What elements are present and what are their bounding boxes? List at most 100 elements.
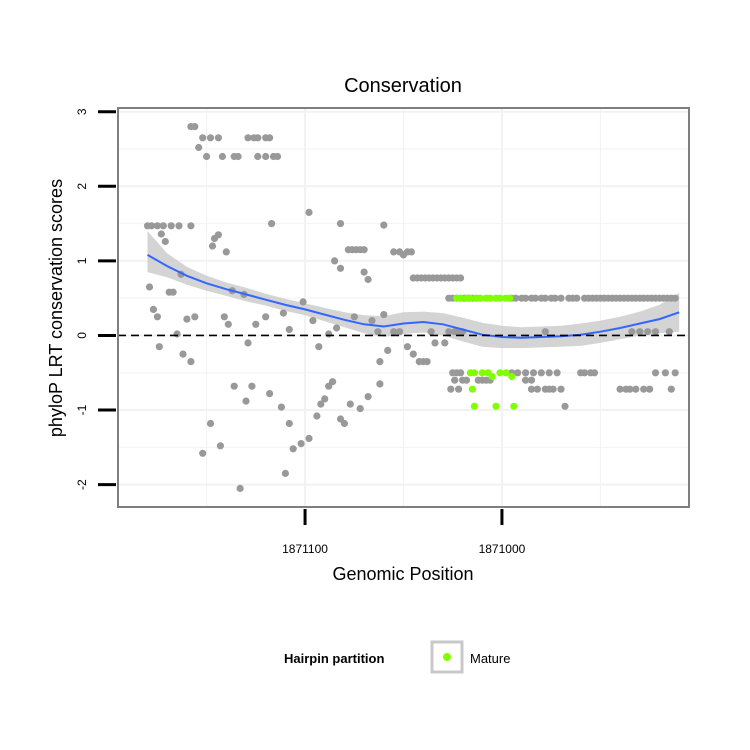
point-other (431, 339, 439, 347)
point-other (667, 385, 675, 393)
smooth-confidence-ribbon (147, 231, 680, 349)
point-other (407, 248, 415, 256)
x-axis-title: Genomic Position (332, 564, 473, 584)
point-other (175, 222, 183, 230)
point-mature (470, 369, 478, 377)
point-other (214, 134, 222, 142)
point-other (281, 469, 289, 477)
point-other (522, 376, 530, 384)
point-mature (486, 294, 494, 302)
point-other (403, 343, 411, 351)
point-other (208, 242, 217, 250)
point-other (636, 328, 644, 336)
point-other (155, 343, 163, 351)
point-other (273, 152, 282, 161)
y-axis-title: phyloP LRT conservation scores (46, 179, 66, 437)
point-other (203, 152, 211, 161)
point-other (183, 315, 191, 323)
point-other (356, 405, 364, 413)
point-other (360, 246, 368, 254)
legend-swatch-mature (443, 653, 451, 661)
point-other (262, 313, 270, 321)
point-other (390, 248, 398, 256)
point-other (336, 220, 345, 228)
point-mature (508, 372, 516, 381)
point-other (305, 434, 313, 442)
point-other (368, 317, 376, 325)
point-other (331, 257, 339, 265)
plot-border (117, 107, 690, 508)
point-other (161, 237, 169, 246)
point-mature (466, 294, 474, 302)
point-other (244, 339, 252, 347)
point-other (199, 134, 207, 142)
point-other (248, 382, 256, 390)
point-other (522, 369, 530, 377)
point-other (529, 369, 538, 377)
point-other (187, 222, 195, 230)
point-other (305, 208, 313, 216)
point-other (553, 369, 561, 377)
point-other (423, 358, 431, 366)
point-other (329, 378, 337, 386)
y-tick-label: 2 (75, 183, 89, 190)
point-other (376, 380, 384, 388)
point-other (462, 376, 471, 384)
legend-title: Hairpin partition (284, 651, 384, 666)
point-mature (468, 385, 476, 393)
point-other (396, 328, 404, 336)
point-other (376, 358, 384, 366)
point-other (242, 397, 250, 405)
point-other (350, 313, 358, 321)
point-mature (476, 294, 484, 302)
point-other (632, 385, 640, 393)
point-other (573, 294, 581, 302)
point-other (374, 328, 382, 336)
point-other (266, 390, 274, 398)
point-other (380, 221, 388, 229)
point-mature (510, 402, 518, 410)
point-other (445, 328, 453, 336)
point-other (236, 484, 244, 492)
point-other (254, 134, 262, 142)
point-other (266, 134, 274, 142)
point-other (644, 328, 652, 336)
point-other (206, 134, 215, 142)
x-tick-label: 1871100 (282, 542, 328, 556)
point-other (447, 385, 455, 393)
point-other (661, 369, 670, 377)
point-other (390, 328, 398, 336)
point-other (549, 385, 557, 393)
point-mature (470, 402, 478, 410)
point-other (364, 275, 372, 284)
plot-area: -2 -1 0 1 2 3 1871100 1871000 (75, 107, 690, 556)
point-other (557, 294, 565, 302)
point-other (333, 324, 341, 332)
point-other (455, 385, 463, 393)
point-other (541, 328, 549, 336)
point-mature (488, 372, 496, 381)
point-other (427, 328, 435, 336)
point-other (285, 419, 293, 428)
point-mature (502, 369, 510, 377)
point-other (289, 445, 297, 453)
point-other (218, 152, 226, 161)
point-other (220, 313, 228, 321)
point-other (145, 283, 154, 291)
point-other (268, 220, 276, 228)
point-other (262, 152, 270, 161)
point-other (640, 385, 648, 393)
point-other (252, 320, 260, 328)
point-other (230, 382, 238, 390)
point-other (360, 268, 368, 276)
point-other (206, 419, 215, 428)
point-mature (496, 369, 504, 377)
legend-label-mature: Mature (470, 651, 510, 666)
point-other (159, 222, 167, 230)
point-other (285, 325, 293, 334)
y-tick-label: -1 (75, 404, 89, 415)
point-other (522, 294, 530, 302)
y-tick-label: 0 (75, 332, 89, 339)
